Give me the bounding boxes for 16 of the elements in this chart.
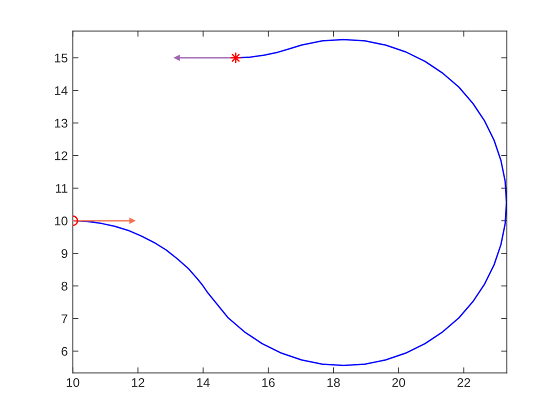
y-tick-label: 7: [62, 314, 68, 324]
y-tick-label: 10: [54, 216, 68, 226]
x-tick-label: 12: [132, 378, 144, 387]
y-tick-label: 9: [62, 249, 68, 258]
x-tick-label: 16: [262, 378, 275, 388]
x-tick-label: 22: [457, 378, 470, 387]
y-tick-label: 11: [56, 184, 68, 193]
y-tick-label: 14: [54, 86, 68, 95]
x-tick-label: 18: [327, 378, 340, 388]
y-tick-label: 13: [54, 118, 68, 128]
y-tick-label: 8: [62, 282, 68, 291]
y-tick-label: 12: [54, 151, 68, 160]
x-tick-label: 14: [197, 378, 210, 387]
y-tick-label: 15: [54, 54, 68, 62]
x-tick-label: 20: [392, 378, 406, 388]
y-tick-label: 6: [62, 346, 68, 356]
